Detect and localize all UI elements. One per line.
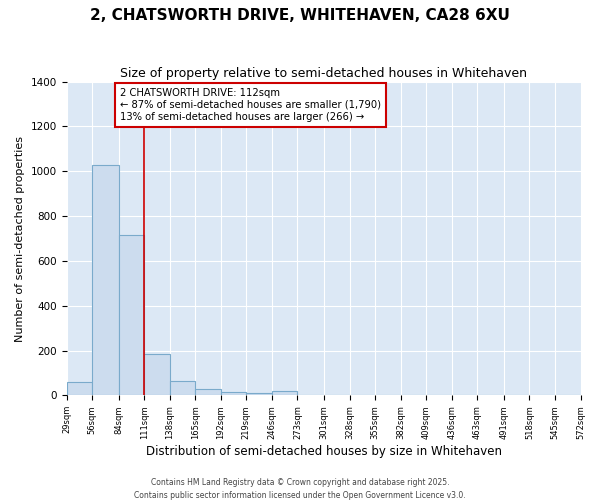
Title: Size of property relative to semi-detached houses in Whitehaven: Size of property relative to semi-detach…: [120, 68, 527, 80]
Bar: [272, 391, 298, 396]
Bar: [119, 235, 144, 396]
Bar: [92, 164, 119, 396]
Text: Contains HM Land Registry data © Crown copyright and database right 2025.
Contai: Contains HM Land Registry data © Crown c…: [134, 478, 466, 500]
Bar: [195, 388, 221, 396]
Bar: [67, 382, 92, 396]
Bar: [247, 393, 272, 396]
Y-axis label: Number of semi-detached properties: Number of semi-detached properties: [15, 136, 25, 342]
Text: 2 CHATSWORTH DRIVE: 112sqm
← 87% of semi-detached houses are smaller (1,790)
13%: 2 CHATSWORTH DRIVE: 112sqm ← 87% of semi…: [121, 88, 382, 122]
X-axis label: Distribution of semi-detached houses by size in Whitehaven: Distribution of semi-detached houses by …: [146, 444, 502, 458]
Text: 2, CHATSWORTH DRIVE, WHITEHAVEN, CA28 6XU: 2, CHATSWORTH DRIVE, WHITEHAVEN, CA28 6X…: [90, 8, 510, 22]
Bar: [221, 392, 247, 396]
Bar: [170, 381, 195, 396]
Bar: [144, 354, 170, 396]
